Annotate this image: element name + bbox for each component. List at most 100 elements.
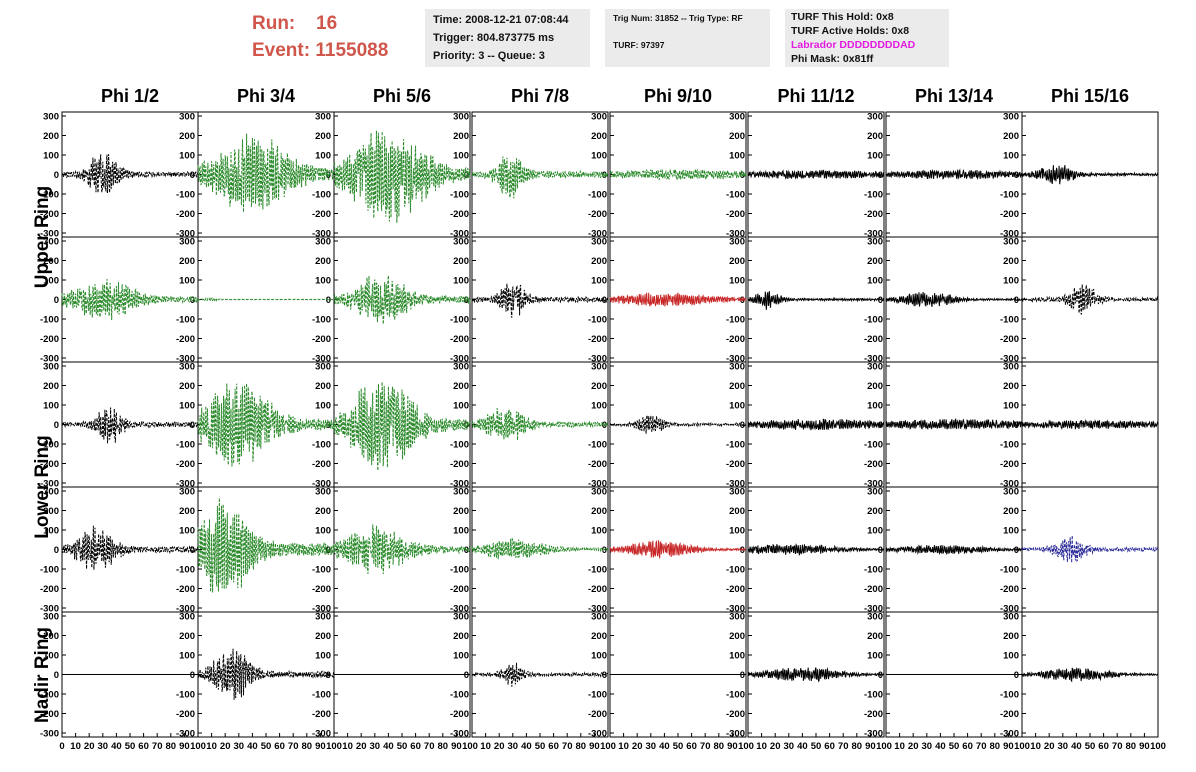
y-tick-label: 300: [591, 487, 607, 498]
y-tick-label: -100: [726, 565, 745, 576]
waveform-trace: [197, 648, 335, 700]
y-tick-label: 100: [179, 401, 195, 412]
x-tick-label: 10: [756, 741, 767, 752]
y-tick-label: -100: [40, 565, 59, 576]
y-tick-label: -300: [864, 479, 883, 490]
y-tick-label: -200: [176, 584, 195, 595]
waveform-trace: [197, 497, 335, 593]
y-tick-label: 100: [729, 151, 745, 162]
y-tick-label: 100: [315, 401, 331, 412]
y-tick-label: -300: [588, 479, 607, 490]
y-tick-label: -300: [450, 604, 469, 615]
x-tick-label: 30: [508, 741, 519, 752]
x-tick-label: 70: [424, 741, 435, 752]
x-tick-label: 10: [342, 741, 353, 752]
column-title: Phi 9/10: [643, 86, 713, 106]
y-tick-label: 100: [729, 526, 745, 537]
y-tick-label: -300: [588, 729, 607, 740]
y-tick-label: -200: [40, 709, 59, 720]
y-tick-label: -300: [312, 479, 331, 490]
y-tick-label: -300: [864, 354, 883, 365]
y-tick-label: 100: [591, 276, 607, 287]
x-tick-label: 20: [770, 741, 781, 752]
y-tick-label: -100: [40, 190, 59, 201]
y-tick-label: -200: [1000, 209, 1019, 220]
x-tick-label: 20: [908, 741, 919, 752]
y-tick-label: -200: [864, 459, 883, 470]
y-tick-label: -100: [40, 440, 59, 451]
y-tick-label: -300: [176, 354, 195, 365]
y-tick-label: -100: [864, 565, 883, 576]
y-tick-label: -100: [450, 190, 469, 201]
y-tick-label: 0: [878, 295, 883, 306]
y-tick-label: 200: [43, 631, 59, 642]
y-tick-label: 100: [453, 651, 469, 662]
trigger-text: Trigger: 804.873775 ms: [433, 32, 555, 44]
x-tick-label: 90: [451, 741, 462, 752]
y-tick-label: -100: [1000, 690, 1019, 701]
y-tick-label: 100: [591, 651, 607, 662]
x-tick-label: 60: [410, 741, 421, 752]
y-tick-label: 200: [179, 506, 195, 517]
x-tick-label: 40: [659, 741, 670, 752]
waveform-trace: [197, 133, 334, 213]
y-tick-label: 100: [315, 526, 331, 537]
y-tick-label: 300: [315, 112, 331, 123]
event-label: Event:: [252, 40, 311, 61]
priority-text: Priority: 3 -- Queue: 3: [433, 50, 545, 62]
y-tick-label: 100: [453, 276, 469, 287]
y-tick-label: 200: [315, 631, 331, 642]
y-tick-label: 300: [729, 112, 745, 123]
x-tick-label: 70: [288, 741, 299, 752]
y-tick-label: -100: [726, 690, 745, 701]
y-tick-label: 300: [315, 487, 331, 498]
y-tick-label: 300: [43, 612, 59, 623]
y-tick-label: -300: [588, 604, 607, 615]
y-tick-label: -200: [864, 209, 883, 220]
waveform-trace: [333, 130, 471, 223]
time-text: Time: 2008-12-21 07:08:44: [433, 14, 569, 26]
phi-mask-text: Phi Mask: 0x81ff: [791, 53, 874, 65]
x-tick-label: 40: [521, 741, 532, 752]
y-tick-label: 0: [54, 420, 59, 431]
x-tick-label: 70: [976, 741, 987, 752]
x-tick-label: 0: [59, 741, 64, 752]
y-tick-label: 200: [867, 381, 883, 392]
y-tick-label: 100: [591, 526, 607, 537]
y-tick-label: 0: [740, 670, 745, 681]
y-tick-label: -200: [312, 709, 331, 720]
y-tick-label: 300: [179, 362, 195, 373]
y-tick-label: -100: [726, 190, 745, 201]
y-tick-label: -200: [588, 459, 607, 470]
y-tick-label: 200: [1003, 381, 1019, 392]
waveform-trace: [1021, 284, 1159, 315]
y-tick-label: 200: [591, 631, 607, 642]
x-tick-label: 80: [714, 741, 725, 752]
waveform-trace: [609, 415, 747, 434]
y-tick-label: 300: [43, 362, 59, 373]
y-tick-label: 200: [591, 131, 607, 142]
y-tick-label: -300: [176, 229, 195, 240]
waveform-trace: [61, 154, 199, 194]
y-tick-label: -300: [312, 604, 331, 615]
waveform-trace: [747, 169, 885, 180]
turf-info-box: TURF This Hold: 0x8 TURF Active Holds: 0…: [785, 9, 949, 67]
y-tick-label: -200: [40, 209, 59, 220]
waveform-trace: [609, 539, 747, 559]
waveform-trace: [471, 156, 609, 199]
y-tick-label: 200: [315, 131, 331, 142]
column-title: Phi 3/4: [236, 86, 296, 106]
y-tick-label: -100: [1000, 440, 1019, 451]
y-tick-label: 300: [43, 112, 59, 123]
y-tick-label: -100: [40, 690, 59, 701]
waveform-trace: [471, 537, 609, 560]
y-tick-label: -200: [864, 584, 883, 595]
y-tick-label: 100: [1003, 276, 1019, 287]
y-tick-label: 0: [602, 545, 607, 556]
y-tick-label: -300: [1000, 354, 1019, 365]
y-tick-label: 100: [867, 276, 883, 287]
waveform-trace: [747, 543, 885, 556]
waveform-trace: [333, 275, 471, 325]
y-tick-label: -100: [1000, 190, 1019, 201]
y-tick-label: 100: [179, 151, 195, 162]
